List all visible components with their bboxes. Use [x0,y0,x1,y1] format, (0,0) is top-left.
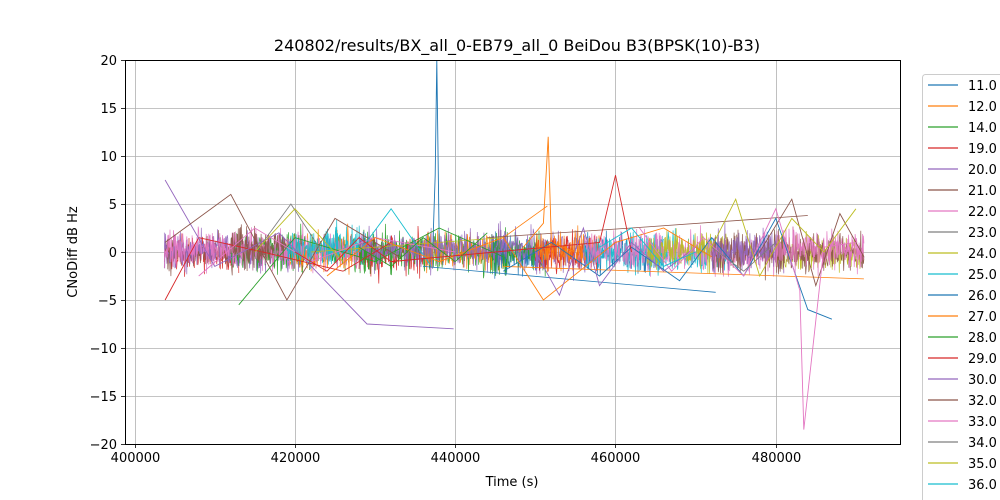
series-line-24.0 [254,208,344,262]
series-line-20.0 [164,179,454,330]
x-tick-label: 460000 [591,451,641,466]
y-tick-label: −15 [90,390,117,405]
legend-label: 22.0 [968,205,997,220]
y-tick-label: −20 [90,438,117,453]
legend-label: 20.0 [968,163,997,178]
legend-label: 21.0 [968,184,997,199]
legend-label: 14.0 [968,121,997,136]
series-line-12.0 [518,136,576,253]
y-tick-label: 10 [100,150,117,165]
series-line-32.0 [759,198,865,288]
series-line-21.0 [164,193,400,301]
series-line-34.0 [711,242,777,272]
noise-trace [711,222,785,274]
legend-label: 23.0 [968,226,997,241]
legend-label: 34.0 [968,436,997,451]
series-line-30.0 [534,226,696,297]
legend-label: 24.0 [968,247,997,262]
legend-label: 36.0 [968,478,997,493]
series-line-19.0 [164,237,392,301]
y-axis: −20 −15 −10 −5 0 5 10 15 20 [90,54,125,453]
series-line-28.0 [358,232,488,267]
y-axis-label: CNoDiff dB Hz [66,206,81,298]
legend-label: 26.0 [968,289,997,304]
noise-trace [358,225,432,276]
chart-title: 240802/results/BX_all_0-EB79_all_0 BeiDo… [274,36,760,56]
y-tick-label: −5 [98,294,117,309]
legend-label: 29.0 [968,352,997,367]
y-tick-label: 20 [100,54,117,69]
legend-label: 35.0 [968,457,997,472]
x-tick-label: 440000 [431,451,481,466]
noise-trace [647,228,729,276]
series-line-25.0 [358,208,432,267]
x-axis-label: Time (s) [485,475,539,490]
data-series [164,60,865,430]
y-tick-label: 5 [109,198,117,213]
legend-label: 11.0 [968,79,997,94]
x-tick-label: 480000 [752,451,802,466]
connector-line [503,266,864,280]
series-line-29.0 [294,175,632,272]
connector-line [487,215,808,238]
series-line-11.0 [432,60,440,248]
y-tick-label: 0 [109,246,117,261]
legend: 11.0 12.0 14.0 19.0 20.0 21.0 22.0 23.0 24.0 25.0… [922,74,1000,500]
series-line-14.0 [238,227,504,306]
plot-frame [125,60,901,445]
x-tick-label: 400000 [111,451,161,466]
legend-label: 30.0 [968,373,997,388]
x-axis: 400000 420000 440000 460000 480000 [111,444,802,466]
series-line-35.0 [711,198,857,278]
series-line-33.0 [639,207,856,430]
legend-frame [922,74,1000,500]
legend-label: 12.0 [968,100,997,115]
series-line-23.0 [262,203,320,248]
noise-trace [163,226,240,274]
legend-label: 32.0 [968,394,997,409]
y-tick-label: −10 [90,342,117,357]
x-tick-label: 420000 [271,451,321,466]
connector-line [503,205,548,238]
legend-label: 19.0 [968,142,997,157]
legend-label: 27.0 [968,310,997,325]
series-line-27.0 [326,227,712,301]
y-tick-label: 15 [100,102,117,117]
legend-label: 33.0 [968,415,997,430]
legend-label: 25.0 [968,268,997,283]
legend-label: 28.0 [968,331,997,346]
series-line-36.0 [599,227,696,267]
